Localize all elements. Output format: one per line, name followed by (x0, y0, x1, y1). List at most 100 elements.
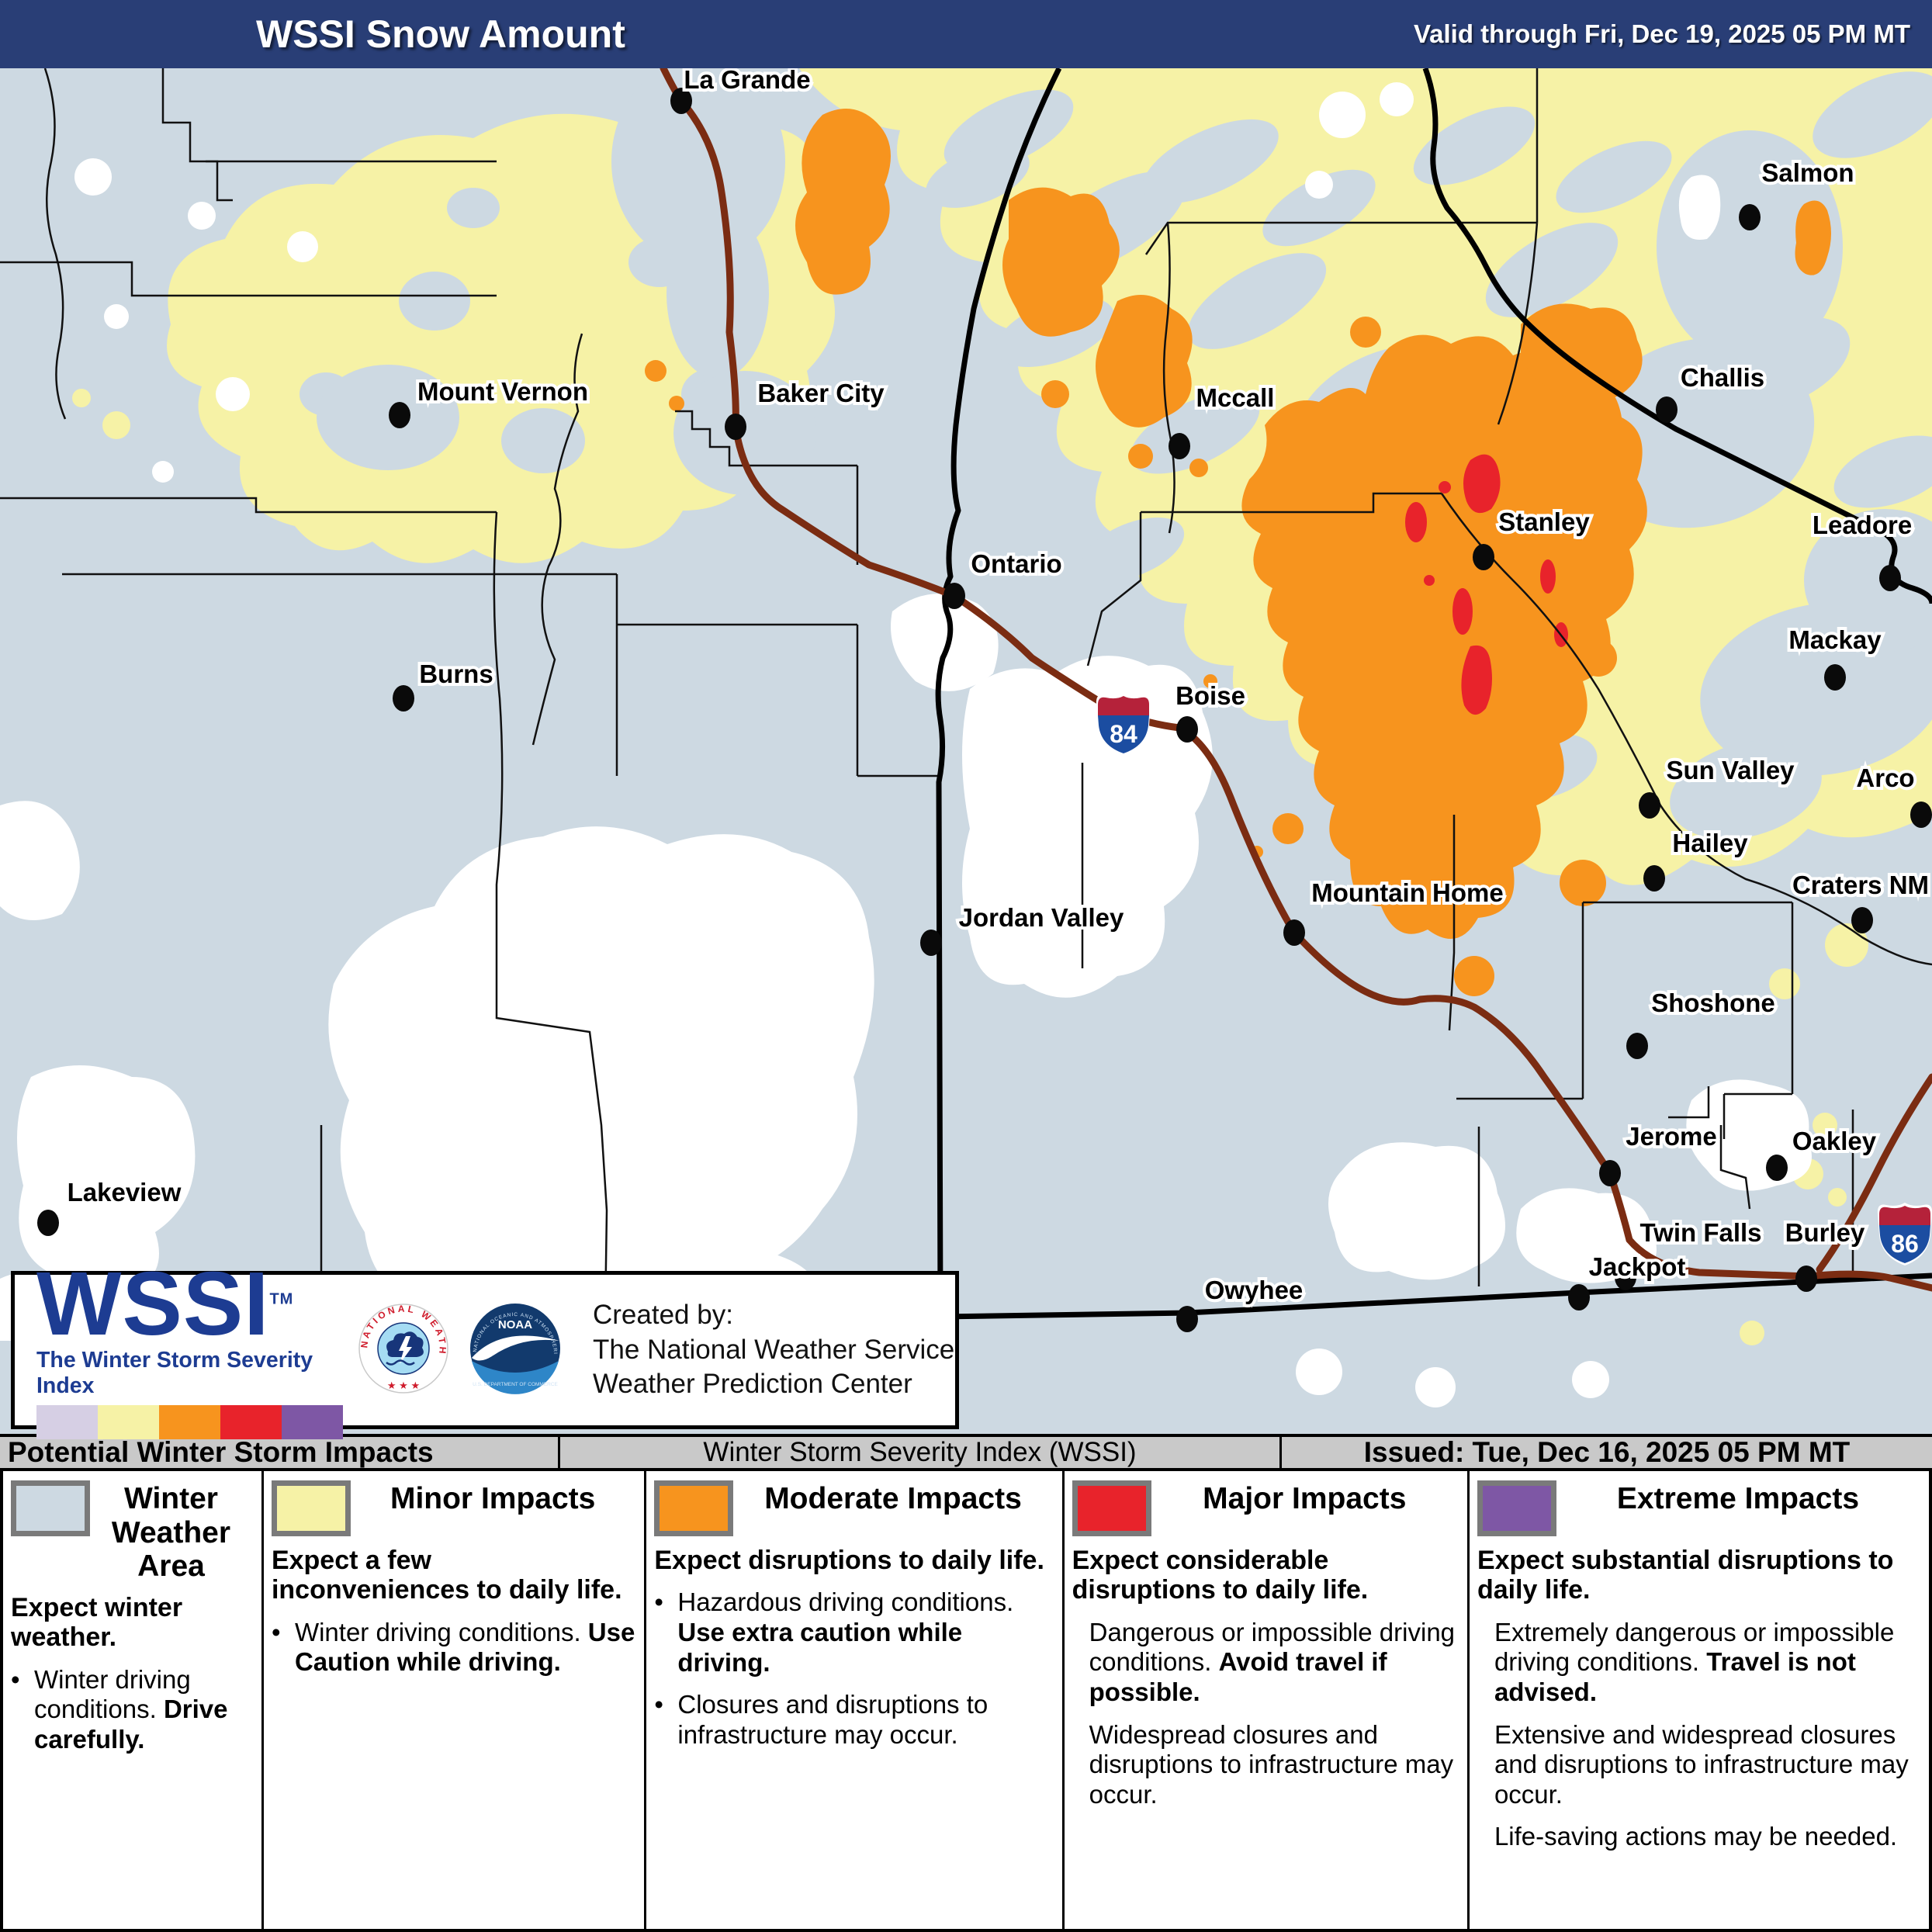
city-label-la-grande: La Grande (684, 68, 810, 94)
extreme-impacts-item-2: Life-saving actions may be needed. (1494, 1822, 1898, 1851)
city-dot-sun-valley[interactable] (1639, 792, 1660, 819)
interstate-86-number: 86 (1891, 1230, 1919, 1258)
city-label-mount-vernon: Mount Vernon (417, 377, 588, 406)
state-boundaries (892, 67, 1932, 1321)
city-dot-boise[interactable] (1176, 716, 1198, 743)
city-label-shoshone: Shoshone (1651, 989, 1775, 1017)
major-impacts-item-1: Widespread closures and disruptions to i… (1089, 1719, 1454, 1809)
city-label-leadore: Leadore (1813, 511, 1912, 539)
city-label-mountain-home: Mountain Home (1311, 878, 1503, 907)
city-dot-salmon[interactable] (1739, 204, 1761, 230)
city-dot-mccall[interactable] (1169, 433, 1190, 459)
legend-title-bar: Potential Winter Storm Impacts Winter St… (0, 1434, 1932, 1471)
interstate-84-shield-icon: 84 (1096, 693, 1151, 756)
city-dot-craters-nm[interactable] (1851, 907, 1873, 933)
county-boundaries (0, 68, 1932, 1316)
valid-through-text: Valid through Fri, Dec 19, 2025 05 PM MT (1413, 19, 1910, 48)
legend-column-moderate-impacts: Moderate Impacts Expect disruptions to da… (646, 1471, 1065, 1929)
city-label-baker-city: Baker City (757, 379, 885, 407)
city-label-ontario: Ontario (971, 549, 1061, 578)
city-label-mccall: Mccall (1196, 383, 1275, 412)
city-dot-mountain-home[interactable] (1283, 919, 1305, 946)
major-impacts-description: Expect considerable disruptions to daily… (1072, 1546, 1369, 1605)
wssi-strip-swatch-1 (98, 1405, 159, 1440)
city-dot-mackay[interactable] (1824, 664, 1846, 691)
interstate-branch-road (1816, 1073, 1932, 1273)
extreme-impacts-description: Expect substantial disruptions to daily … (1477, 1546, 1894, 1605)
wssi-strip-swatch-2 (159, 1405, 220, 1440)
city-label-jerome: Jerome (1626, 1122, 1716, 1151)
page-title: WSSI Snow Amount (256, 12, 625, 56)
city-dot-mount-vernon[interactable] (389, 402, 410, 428)
city-dot-owyhee[interactable] (1176, 1306, 1198, 1332)
interstate-86-shield-icon: 86 (1877, 1203, 1932, 1265)
legend-column-major-impacts: Major Impacts Expect considerable disrupt… (1065, 1471, 1470, 1929)
noaa-logo-icon: NATIONAL OCEANIC AND ATMOSPHERIC ADMINIS… (464, 1297, 566, 1404)
city-dot-jerome[interactable] (1599, 1160, 1621, 1186)
city-label-hailey: Hailey (1672, 829, 1748, 857)
svg-text:U.S. DEPARTMENT OF COMMERCE: U.S. DEPARTMENT OF COMMERCE (473, 1382, 558, 1387)
wssi-map: 84 86 La Grande Salmon Mccall Baker City Lead… (0, 59, 1932, 1434)
extreme-impacts-swatch (1477, 1480, 1556, 1536)
city-dot-jordan-valley[interactable] (920, 930, 942, 956)
created-by-line: Created by: (593, 1299, 733, 1330)
extreme-impacts-title: Extreme Impacts (1616, 1482, 1860, 1515)
idaho-montana-border (1422, 67, 1932, 604)
minor-impacts-description: Expect a few inconveniences to daily lif… (271, 1546, 622, 1605)
city-dot-baker-city[interactable] (725, 414, 746, 440)
city-dot-oakley[interactable] (1766, 1155, 1788, 1181)
nevada-border (892, 1272, 1932, 1321)
city-dot-twin-falls[interactable] (1615, 1264, 1636, 1290)
winter-weather-area-description: Expect winter weather. (11, 1593, 183, 1653)
legend-section: Potential Winter Storm Impacts Winter St… (0, 1434, 1932, 1932)
moderate-impacts-item-0: • Hazardous driving conditions. Use extra… (654, 1587, 1014, 1677)
city-label-jackpot: Jackpot (1589, 1252, 1686, 1281)
oregon-idaho-border (935, 67, 1062, 1315)
nws-logo-icon: NATIONAL WEATHER SERVICE ★ ★ ★ (357, 1302, 450, 1399)
city-label-burley: Burley (1785, 1218, 1865, 1247)
wssi-logo-box: WSSITM The Winter Storm Severity Index N… (11, 1259, 959, 1440)
city-dot-burley[interactable] (1795, 1265, 1817, 1292)
wssi-wordmark: WSSITM (36, 1252, 294, 1354)
major-impacts-swatch (1072, 1480, 1151, 1536)
moderate-impacts-item-1: • Closures and disruptions to infrastruct… (654, 1690, 989, 1749)
legend-column-winter-weather-area: Winter Weather Area Expect winter weather. •… (3, 1471, 264, 1929)
city-dot-hailey[interactable] (1643, 865, 1665, 892)
legend-column-extreme-impacts: Extreme Impacts Expect substantial disrup… (1470, 1471, 1929, 1929)
city-label-arco: Arco (1856, 763, 1914, 792)
wssi-index-title: Winter Storm Severity Index (WSSI) (560, 1437, 1282, 1468)
city-dot-shoshone[interactable] (1626, 1033, 1648, 1059)
created-by-line: Weather Prediction Center (593, 1369, 912, 1400)
city-dot-la-grande[interactable] (670, 88, 692, 114)
winter-weather-area-title: Winter Weather Area (111, 1482, 231, 1584)
header-bar: WSSI Snow Amount Valid through Fri, Dec … (0, 0, 1932, 68)
city-label-mackay: Mackay (1788, 625, 1882, 654)
city-dot-arco[interactable] (1910, 802, 1932, 828)
map-area[interactable]: 84 86 La Grande Salmon Mccall Baker City Lead… (0, 59, 1932, 1434)
moderate-impact-regions (645, 109, 1831, 996)
city-dot-ontario[interactable] (943, 583, 965, 609)
issued-timestamp: Issued: Tue, Dec 16, 2025 05 PM MT (1363, 1436, 1851, 1468)
city-label-challis: Challis (1681, 363, 1764, 392)
city-dot-lakeview[interactable] (37, 1210, 59, 1236)
wssi-strip-swatch-4 (282, 1405, 343, 1440)
legend-column-minor-impacts: Minor Impacts Expect a few inconveniences… (264, 1471, 647, 1929)
city-dot-stanley[interactable] (1473, 544, 1494, 570)
city-dot-jackpot[interactable] (1568, 1284, 1590, 1311)
winter-weather-area-swatch (11, 1480, 90, 1536)
extreme-impacts-item-1: Extensive and widespread closures and di… (1494, 1719, 1909, 1809)
city-dot-leadore[interactable] (1879, 565, 1901, 591)
city-dot-challis[interactable] (1656, 396, 1678, 423)
created-by-text: Created by: The National Weather Service W… (593, 1298, 954, 1402)
moderate-impacts-title: Moderate Impacts (764, 1482, 1022, 1515)
wssi-logo: WSSITM The Winter Storm Severity Index (15, 1252, 343, 1440)
wssi-color-strip (36, 1405, 343, 1440)
city-label-owyhee: Owyhee (1205, 1276, 1304, 1304)
city-dot-burns[interactable] (393, 685, 414, 712)
wssi-strip-swatch-3 (220, 1405, 282, 1440)
minor-impacts-title: Minor Impacts (390, 1482, 596, 1515)
city-label-craters-nm: Craters NM (1792, 871, 1929, 899)
major-impacts-title: Major Impacts (1203, 1482, 1407, 1515)
city-label-salmon: Salmon (1761, 158, 1854, 187)
